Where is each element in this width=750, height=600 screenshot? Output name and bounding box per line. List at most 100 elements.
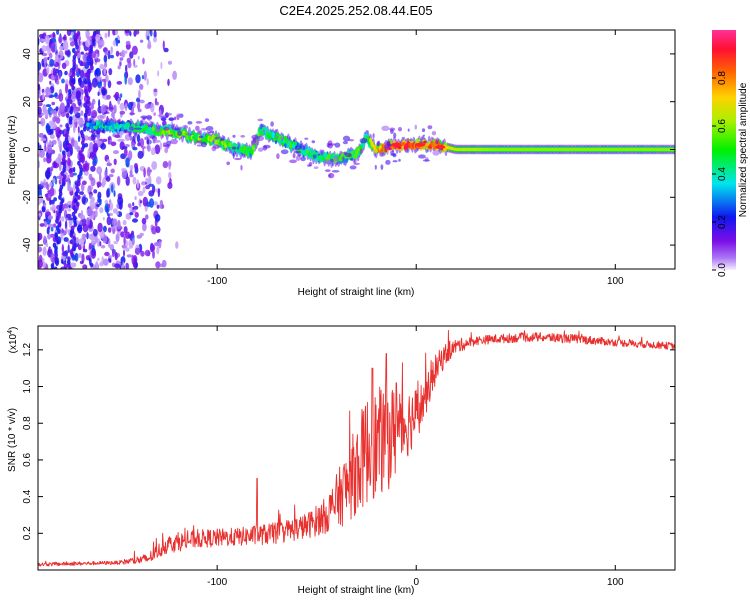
ridge-sidelobe xyxy=(232,153,235,159)
noise-cell xyxy=(89,194,92,199)
ridge-sidelobe xyxy=(275,129,278,133)
noise-cell xyxy=(49,80,52,85)
y-tick-label: 40 xyxy=(22,48,33,60)
noise-cell xyxy=(58,35,63,44)
noise-cell xyxy=(108,174,114,178)
noise-cell xyxy=(38,132,44,138)
x-tick-label: -100 xyxy=(207,577,227,588)
noise-cell xyxy=(116,81,123,85)
noise-streak-cell xyxy=(76,30,81,36)
noise-cell xyxy=(161,204,165,209)
noise-cell xyxy=(163,47,169,53)
noise-cell xyxy=(125,64,128,73)
noise-cell xyxy=(61,62,67,69)
noise-cell xyxy=(42,91,45,100)
ridge-sidelobe xyxy=(226,161,230,166)
noise-cell xyxy=(50,227,54,232)
ridge-cell xyxy=(107,121,111,127)
noise-cell xyxy=(110,168,115,174)
noise-cell xyxy=(38,72,44,83)
noise-cell xyxy=(147,178,152,185)
y-tick-label: -20 xyxy=(22,190,33,205)
noise-cell xyxy=(103,54,108,63)
noise-cell xyxy=(58,70,62,80)
noise-streak-cell xyxy=(68,88,72,95)
noise-cell xyxy=(97,91,100,97)
noise-streak-cell xyxy=(92,30,97,36)
ridge-sidelobe xyxy=(350,158,354,161)
noise-cell xyxy=(53,197,57,202)
noise-cell xyxy=(140,250,145,257)
spectrogram-y-ticks: -40 -20 0 20 40 xyxy=(22,48,675,252)
noise-cell xyxy=(107,203,111,209)
noise-cell xyxy=(82,223,89,233)
ridge-cell xyxy=(228,142,232,148)
y-tick-label: 0.8 xyxy=(22,416,33,430)
noise-cell xyxy=(53,210,56,214)
noise-cell xyxy=(123,249,125,257)
noise-cell xyxy=(78,119,85,124)
noise-cell xyxy=(125,157,130,168)
ridge-sidelobe xyxy=(164,147,169,154)
ridge-sidelobe xyxy=(304,137,309,140)
noise-streak-cell xyxy=(78,150,82,156)
noise-cell xyxy=(75,112,81,119)
noise-cell xyxy=(133,64,138,68)
ridge-sidelobe xyxy=(349,165,357,170)
noise-cell xyxy=(43,235,47,245)
noise-cell xyxy=(51,37,57,43)
ridge-sidelobe xyxy=(359,148,363,155)
noise-streak-cell xyxy=(69,105,74,112)
noise-cell xyxy=(115,37,119,47)
noise-cell xyxy=(105,74,109,83)
noise-cell xyxy=(70,31,74,36)
noise-cell xyxy=(68,168,73,174)
noise-cell xyxy=(94,209,98,218)
noise-cell xyxy=(79,214,86,220)
ridge-sidelobe xyxy=(209,131,212,134)
noise-cell xyxy=(121,169,127,180)
noise-streak-cell xyxy=(66,102,71,108)
colorbar-gradient xyxy=(712,30,736,270)
ridge-sidelobe xyxy=(91,129,94,134)
noise-cell xyxy=(73,140,78,150)
noise-cell xyxy=(51,101,55,106)
ridge-sidelobe xyxy=(212,144,220,149)
noise-cell xyxy=(146,166,151,177)
noise-cell xyxy=(65,50,71,56)
noise-cell xyxy=(83,61,86,65)
ridge-sidelobe xyxy=(128,130,133,135)
noise-cell xyxy=(124,103,128,112)
ridge-sidelobe xyxy=(311,140,316,144)
noise-cell xyxy=(64,105,68,113)
x-tick-label: 100 xyxy=(607,577,624,588)
noise-cell xyxy=(99,39,105,47)
ridge-sidelobe xyxy=(418,141,425,144)
noise-cell xyxy=(38,61,42,71)
noise-streak-cell xyxy=(59,184,64,190)
noise-cell xyxy=(43,202,47,207)
noise-streak-cell xyxy=(84,88,89,95)
noise-cell xyxy=(97,75,101,83)
noise-cell xyxy=(79,220,82,226)
noise-cell xyxy=(108,259,112,263)
y-tick-label: 0.2 xyxy=(22,526,33,540)
noise-cell xyxy=(47,234,51,240)
noise-cell xyxy=(57,138,61,145)
noise-streak-cell xyxy=(57,222,62,228)
noise-cell xyxy=(155,214,161,222)
noise-cell xyxy=(132,146,138,151)
ridge-cell xyxy=(271,131,275,139)
noise-cell xyxy=(41,58,44,67)
noise-cell xyxy=(64,70,68,76)
noise-cell xyxy=(90,102,94,110)
noise-cell xyxy=(52,177,56,184)
noise-cell xyxy=(49,128,54,135)
noise-cell xyxy=(59,124,63,128)
noise-cell xyxy=(97,257,100,262)
noise-cell xyxy=(137,101,141,111)
noise-cell xyxy=(168,117,175,121)
noise-cell xyxy=(38,83,41,91)
ridge-sidelobe xyxy=(300,156,306,162)
noise-cell xyxy=(52,31,55,39)
